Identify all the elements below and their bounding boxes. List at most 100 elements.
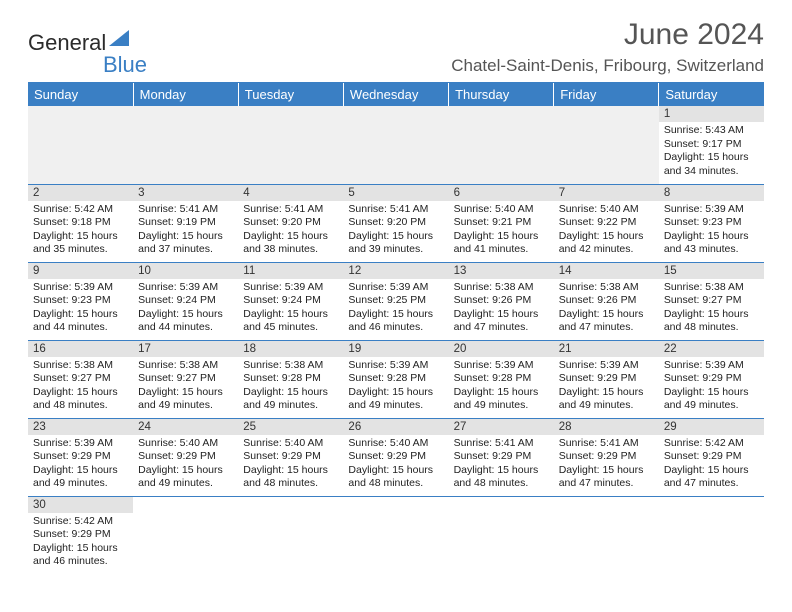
day-number: 7 bbox=[554, 185, 659, 201]
day-details: Sunrise: 5:38 AMSunset: 9:27 PMDaylight:… bbox=[659, 279, 764, 339]
day-details: Sunrise: 5:39 AMSunset: 9:29 PMDaylight:… bbox=[28, 435, 133, 495]
calendar-cell: 21Sunrise: 5:39 AMSunset: 9:29 PMDayligh… bbox=[554, 340, 659, 418]
calendar-cell: 13Sunrise: 5:38 AMSunset: 9:26 PMDayligh… bbox=[449, 262, 554, 340]
calendar-cell: 8Sunrise: 5:39 AMSunset: 9:23 PMDaylight… bbox=[659, 184, 764, 262]
day-details: Sunrise: 5:40 AMSunset: 9:22 PMDaylight:… bbox=[554, 201, 659, 261]
calendar-cell: 17Sunrise: 5:38 AMSunset: 9:27 PMDayligh… bbox=[133, 340, 238, 418]
calendar-cell bbox=[238, 106, 343, 184]
calendar-row: 1Sunrise: 5:43 AMSunset: 9:17 PMDaylight… bbox=[28, 106, 764, 184]
calendar-cell: 1Sunrise: 5:43 AMSunset: 9:17 PMDaylight… bbox=[659, 106, 764, 184]
calendar-cell: 29Sunrise: 5:42 AMSunset: 9:29 PMDayligh… bbox=[659, 418, 764, 496]
calendar-cell bbox=[133, 496, 238, 574]
day-number: 12 bbox=[343, 263, 448, 279]
day-details: Sunrise: 5:38 AMSunset: 9:26 PMDaylight:… bbox=[449, 279, 554, 339]
day-details: Sunrise: 5:40 AMSunset: 9:29 PMDaylight:… bbox=[343, 435, 448, 495]
day-details: Sunrise: 5:42 AMSunset: 9:18 PMDaylight:… bbox=[28, 201, 133, 261]
location-text: Chatel-Saint-Denis, Fribourg, Switzerlan… bbox=[451, 56, 764, 76]
calendar-cell: 15Sunrise: 5:38 AMSunset: 9:27 PMDayligh… bbox=[659, 262, 764, 340]
logo-sail-icon bbox=[109, 30, 129, 46]
day-number: 27 bbox=[449, 419, 554, 435]
logo-text-2: Blue bbox=[103, 52, 147, 78]
day-details: Sunrise: 5:39 AMSunset: 9:24 PMDaylight:… bbox=[238, 279, 343, 339]
calendar-cell: 22Sunrise: 5:39 AMSunset: 9:29 PMDayligh… bbox=[659, 340, 764, 418]
day-details: Sunrise: 5:39 AMSunset: 9:23 PMDaylight:… bbox=[659, 201, 764, 261]
logo-text-1: General bbox=[28, 30, 106, 56]
day-details: Sunrise: 5:41 AMSunset: 9:29 PMDaylight:… bbox=[449, 435, 554, 495]
day-number: 29 bbox=[659, 419, 764, 435]
day-details: Sunrise: 5:41 AMSunset: 9:19 PMDaylight:… bbox=[133, 201, 238, 261]
calendar-cell: 24Sunrise: 5:40 AMSunset: 9:29 PMDayligh… bbox=[133, 418, 238, 496]
calendar-cell: 11Sunrise: 5:39 AMSunset: 9:24 PMDayligh… bbox=[238, 262, 343, 340]
calendar-cell: 16Sunrise: 5:38 AMSunset: 9:27 PMDayligh… bbox=[28, 340, 133, 418]
calendar-cell: 23Sunrise: 5:39 AMSunset: 9:29 PMDayligh… bbox=[28, 418, 133, 496]
col-header: Sunday bbox=[28, 83, 133, 106]
month-title: June 2024 bbox=[451, 18, 764, 52]
calendar-table: Sunday Monday Tuesday Wednesday Thursday… bbox=[28, 83, 764, 574]
day-details: Sunrise: 5:39 AMSunset: 9:23 PMDaylight:… bbox=[28, 279, 133, 339]
calendar-cell bbox=[449, 496, 554, 574]
day-details: Sunrise: 5:39 AMSunset: 9:29 PMDaylight:… bbox=[554, 357, 659, 417]
day-details: Sunrise: 5:39 AMSunset: 9:28 PMDaylight:… bbox=[449, 357, 554, 417]
day-details: Sunrise: 5:41 AMSunset: 9:29 PMDaylight:… bbox=[554, 435, 659, 495]
day-details: Sunrise: 5:38 AMSunset: 9:28 PMDaylight:… bbox=[238, 357, 343, 417]
calendar-cell bbox=[554, 496, 659, 574]
calendar-cell: 14Sunrise: 5:38 AMSunset: 9:26 PMDayligh… bbox=[554, 262, 659, 340]
day-details: Sunrise: 5:40 AMSunset: 9:29 PMDaylight:… bbox=[238, 435, 343, 495]
calendar-cell bbox=[238, 496, 343, 574]
day-details: Sunrise: 5:38 AMSunset: 9:27 PMDaylight:… bbox=[133, 357, 238, 417]
calendar-cell: 12Sunrise: 5:39 AMSunset: 9:25 PMDayligh… bbox=[343, 262, 448, 340]
calendar-row: 16Sunrise: 5:38 AMSunset: 9:27 PMDayligh… bbox=[28, 340, 764, 418]
day-number: 21 bbox=[554, 341, 659, 357]
day-number: 25 bbox=[238, 419, 343, 435]
calendar-cell: 19Sunrise: 5:39 AMSunset: 9:28 PMDayligh… bbox=[343, 340, 448, 418]
calendar-cell: 25Sunrise: 5:40 AMSunset: 9:29 PMDayligh… bbox=[238, 418, 343, 496]
col-header: Friday bbox=[554, 83, 659, 106]
col-header: Tuesday bbox=[238, 83, 343, 106]
calendar-cell: 2Sunrise: 5:42 AMSunset: 9:18 PMDaylight… bbox=[28, 184, 133, 262]
day-number: 19 bbox=[343, 341, 448, 357]
calendar-cell bbox=[554, 106, 659, 184]
day-number: 22 bbox=[659, 341, 764, 357]
calendar-body: 1Sunrise: 5:43 AMSunset: 9:17 PMDaylight… bbox=[28, 106, 764, 574]
day-number: 13 bbox=[449, 263, 554, 279]
day-number: 10 bbox=[133, 263, 238, 279]
day-details: Sunrise: 5:40 AMSunset: 9:21 PMDaylight:… bbox=[449, 201, 554, 261]
day-number: 24 bbox=[133, 419, 238, 435]
calendar-cell bbox=[449, 106, 554, 184]
day-header-row: Sunday Monday Tuesday Wednesday Thursday… bbox=[28, 83, 764, 106]
col-header: Monday bbox=[133, 83, 238, 106]
calendar-cell bbox=[343, 106, 448, 184]
day-details: Sunrise: 5:41 AMSunset: 9:20 PMDaylight:… bbox=[238, 201, 343, 261]
day-number: 20 bbox=[449, 341, 554, 357]
calendar-row: 23Sunrise: 5:39 AMSunset: 9:29 PMDayligh… bbox=[28, 418, 764, 496]
day-details: Sunrise: 5:41 AMSunset: 9:20 PMDaylight:… bbox=[343, 201, 448, 261]
calendar-row: 9Sunrise: 5:39 AMSunset: 9:23 PMDaylight… bbox=[28, 262, 764, 340]
day-details: Sunrise: 5:42 AMSunset: 9:29 PMDaylight:… bbox=[659, 435, 764, 495]
calendar-cell: 4Sunrise: 5:41 AMSunset: 9:20 PMDaylight… bbox=[238, 184, 343, 262]
calendar-cell: 6Sunrise: 5:40 AMSunset: 9:21 PMDaylight… bbox=[449, 184, 554, 262]
day-number: 1 bbox=[659, 106, 764, 122]
day-number: 28 bbox=[554, 419, 659, 435]
calendar-cell bbox=[28, 106, 133, 184]
day-number: 11 bbox=[238, 263, 343, 279]
calendar-cell: 10Sunrise: 5:39 AMSunset: 9:24 PMDayligh… bbox=[133, 262, 238, 340]
day-details: Sunrise: 5:38 AMSunset: 9:27 PMDaylight:… bbox=[28, 357, 133, 417]
calendar-row: 2Sunrise: 5:42 AMSunset: 9:18 PMDaylight… bbox=[28, 184, 764, 262]
day-details: Sunrise: 5:38 AMSunset: 9:26 PMDaylight:… bbox=[554, 279, 659, 339]
day-details: Sunrise: 5:42 AMSunset: 9:29 PMDaylight:… bbox=[28, 513, 133, 573]
calendar-cell bbox=[659, 496, 764, 574]
calendar-row: 30Sunrise: 5:42 AMSunset: 9:29 PMDayligh… bbox=[28, 496, 764, 574]
day-number: 6 bbox=[449, 185, 554, 201]
day-details: Sunrise: 5:39 AMSunset: 9:25 PMDaylight:… bbox=[343, 279, 448, 339]
day-number: 8 bbox=[659, 185, 764, 201]
day-number: 18 bbox=[238, 341, 343, 357]
day-number: 2 bbox=[28, 185, 133, 201]
day-number: 17 bbox=[133, 341, 238, 357]
calendar-cell: 30Sunrise: 5:42 AMSunset: 9:29 PMDayligh… bbox=[28, 496, 133, 574]
day-number: 16 bbox=[28, 341, 133, 357]
calendar-cell: 5Sunrise: 5:41 AMSunset: 9:20 PMDaylight… bbox=[343, 184, 448, 262]
day-number: 23 bbox=[28, 419, 133, 435]
day-number: 15 bbox=[659, 263, 764, 279]
day-number: 30 bbox=[28, 497, 133, 513]
calendar-cell bbox=[133, 106, 238, 184]
